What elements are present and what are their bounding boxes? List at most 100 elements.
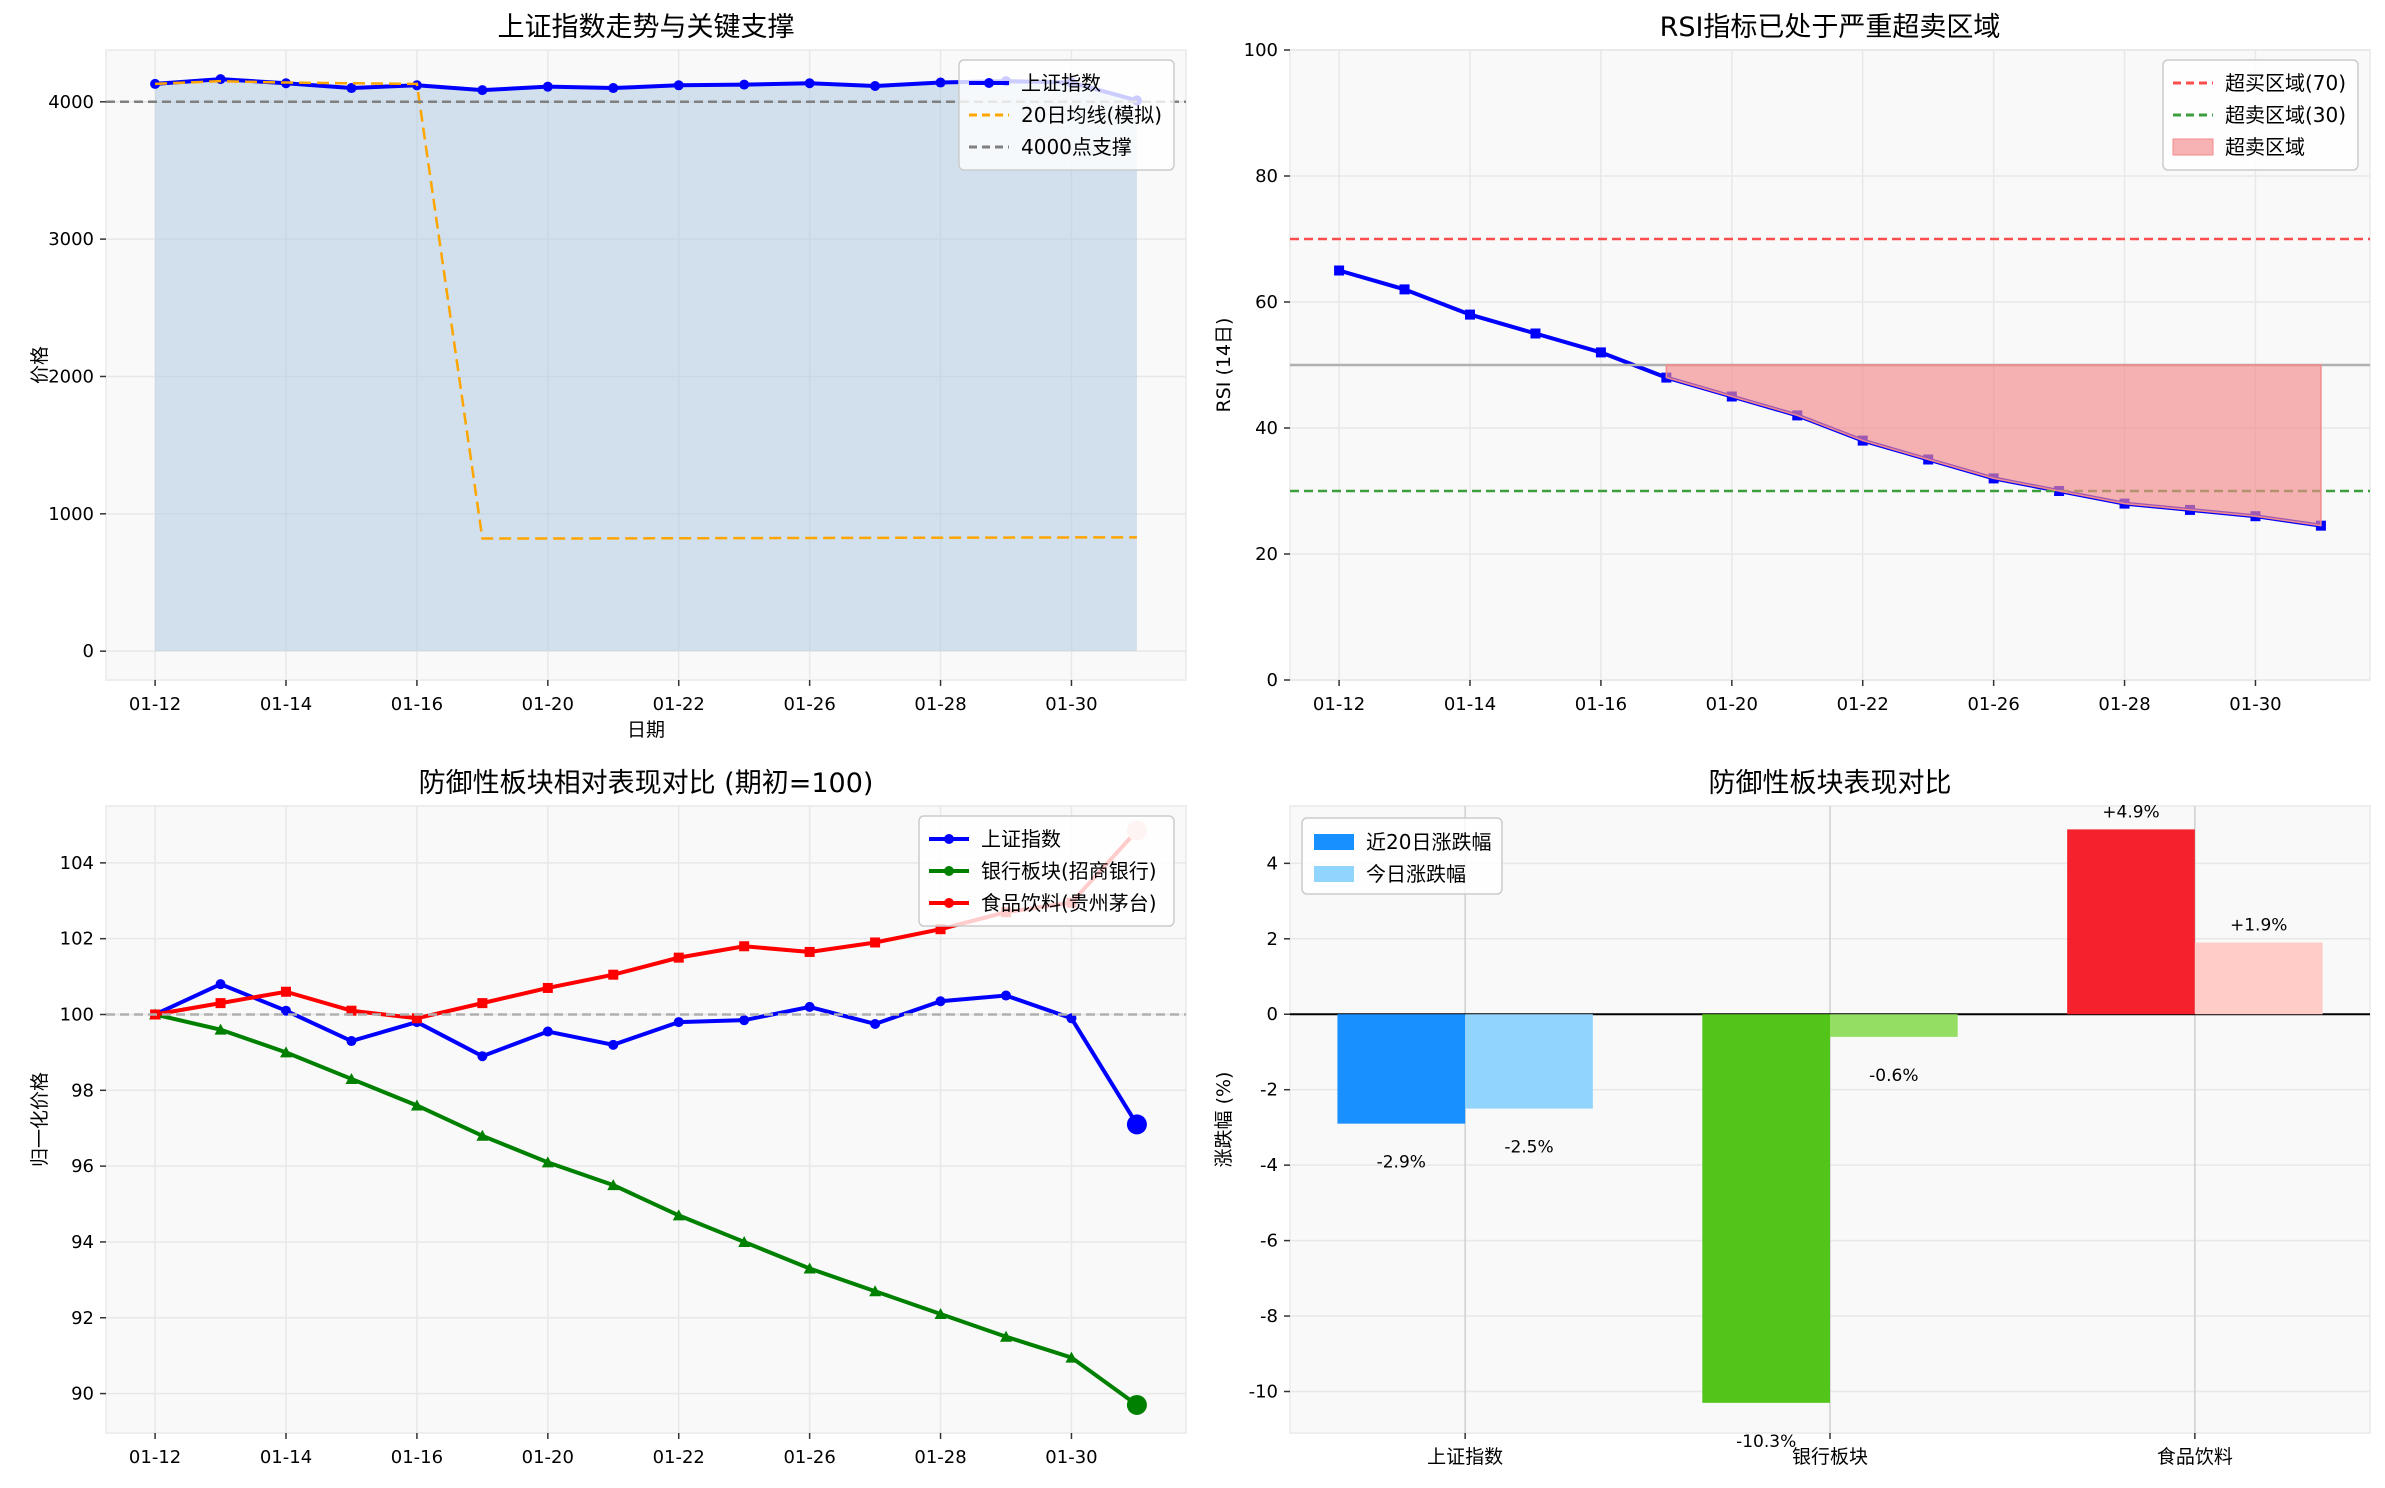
data-point [608,1039,619,1050]
data-point [870,1018,881,1029]
y-tick-label: 2 [1267,929,1278,950]
oversold-fill-area [1665,364,2322,527]
data-point [541,1156,554,1168]
category-label: 上证指数 [1427,1446,1503,1468]
legend-marker [944,834,954,844]
data-point [411,1013,422,1024]
legend-marker [944,898,954,908]
data-point [803,1262,816,1274]
legend-label: 今日涨跌幅 [1366,862,1466,886]
data-point [739,941,750,952]
chart-4: 防御性板块表现对比 -10 -8 -6 -4 -2 0 2 4 涨跌幅 (%) 上证指数 银行板块 食品… [1213,768,2371,1468]
area-fill [155,79,1137,652]
data-point [281,1005,291,1016]
x-tick-label: 01-22 [653,694,705,715]
legend-label: 超卖区域(30) [2225,103,2346,127]
x-tick-label: 01-30 [2229,694,2281,715]
legend-box [958,59,1175,171]
legend-label: 食品饮料(贵州茅台) [981,891,1157,915]
data-point [1465,309,1475,320]
legend-label: 4000点支撑 [1021,135,1132,159]
category-label: 银行板块 [1792,1446,1868,1468]
data-point [346,1036,357,1047]
bar [1830,1014,1958,1037]
series-上证指数 [150,979,1147,1135]
legend-label: 超卖区域 [2225,135,2305,159]
legend-label: 上证指数 [1021,71,1101,95]
y-axis-label: 涨跌幅 (%) [1213,1072,1235,1168]
x-tick-label: 01-26 [783,694,835,715]
y-tick-label: 104 [60,853,94,874]
data-point [608,83,619,94]
data-point [804,1001,815,1012]
legend-label: 20日均线(模拟) [1021,103,1162,127]
data-point [542,1026,553,1037]
bar [2194,942,2323,1015]
y-tick-label: -2 [1260,1080,1278,1101]
data-point [673,80,684,91]
bar-value-label: +1.9% [2230,916,2287,936]
x-tick-label: 01-28 [2098,694,2150,715]
data-point [542,982,553,993]
legend-label: 超买区域(70) [2225,71,2346,95]
x-axis-label: 日期 [627,719,665,741]
y-tick-label: 40 [1255,418,1278,439]
data-point [607,1179,620,1191]
y-tick-label: 0 [1267,670,1278,691]
legend-marker [984,78,994,88]
y-tick-label: 98 [71,1080,94,1101]
series-line [155,79,1137,540]
x-tick-label: 01-14 [260,694,312,715]
data-point [739,1015,750,1026]
series-超卖区域 [1665,364,2322,527]
legend: 上证指数 20日均线(模拟) 4000点支撑 [958,59,1175,171]
end-point-marker [1126,1114,1147,1135]
legend-swatch [1314,834,1354,850]
data-point [1066,1013,1077,1024]
data-point [346,83,357,94]
data-point [934,1307,947,1319]
x-tick-label: 01-26 [783,1447,835,1468]
data-point [804,78,815,89]
legend-label: 上证指数 [981,827,1061,851]
data-point [1001,990,1011,1001]
data-point [870,937,881,948]
data-point [935,77,946,88]
data-point [673,1017,684,1028]
chart-3: 防御性板块相对表现对比 (期初=100) 90 92 94 96 98 100 102 104 归… [29,768,1187,1468]
y-tick-label: 80 [1255,166,1278,187]
data-point [345,1072,358,1084]
data-point [346,1005,357,1016]
series-20日均线(模拟) [155,79,1137,540]
data-point [477,1051,488,1062]
data-point [215,74,226,85]
y-tick-label: 4000 [48,92,94,113]
series-line [154,1012,1139,1407]
data-point [935,996,946,1007]
x-tick-label: 01-20 [522,694,574,715]
legend: 超买区域(70) 超卖区域(30) 超卖区域 [2162,59,2359,171]
y-tick-label: -10 [1249,1382,1278,1403]
category-label: 食品饮料 [2157,1446,2233,1468]
series-line [154,981,1139,1126]
data-point [215,979,226,990]
y-tick-label: 100 [1244,40,1278,61]
bar [1337,1014,1466,1124]
x-tick-label: 01-12 [1313,694,1365,715]
data-point [672,1209,685,1221]
data-point [542,81,553,92]
data-point [673,952,684,963]
data-point [1334,265,1345,276]
y-tick-label: 102 [60,929,94,950]
data-point [410,1099,423,1111]
y-tick-label: -6 [1260,1231,1278,1252]
x-tick-label: 01-30 [1045,1447,1097,1468]
bar-value-label: -10.3% [1736,1432,1796,1452]
data-point [738,1235,751,1247]
bar-series-1: -2.5% -0.6% +1.9% [1465,916,2323,1158]
x-tick-label: 01-12 [129,1447,181,1468]
y-tick-label: 0 [83,641,94,662]
x-tick-label: 01-16 [391,694,443,715]
